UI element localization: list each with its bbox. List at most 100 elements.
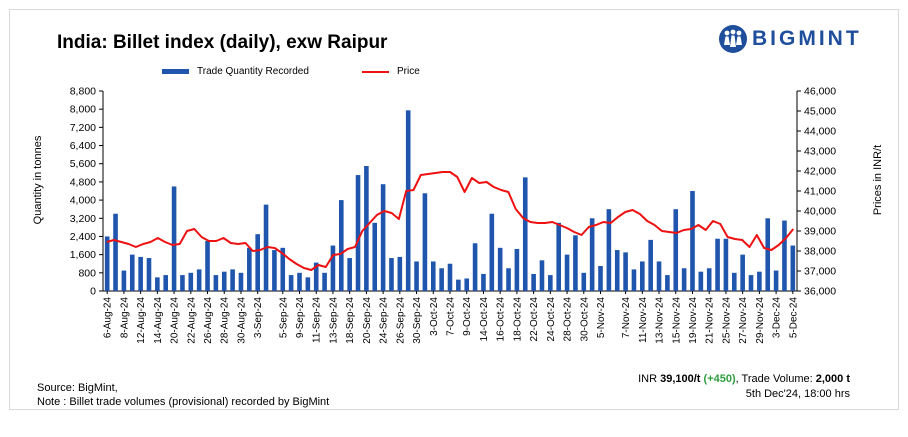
left-tick-label: 8,800 xyxy=(70,86,96,98)
x-tick-label: 29-Nov-24 xyxy=(755,297,766,344)
quantity-bar xyxy=(355,175,361,291)
quantity-bar xyxy=(656,261,662,291)
left-tick-label: 4,000 xyxy=(70,195,96,207)
quantity-bar xyxy=(606,209,612,291)
volume-prefix: , Trade Volume: xyxy=(735,373,816,385)
right-tick-label: 40,000 xyxy=(804,206,836,218)
quantity-bar xyxy=(514,248,520,291)
x-tick-label: 24-Sep-24 xyxy=(379,297,390,344)
right-tick-label: 39,000 xyxy=(804,226,836,238)
legend-line-swatch xyxy=(362,70,389,73)
right-tick-label: 37,000 xyxy=(804,266,836,278)
quantity-bar xyxy=(489,213,495,291)
x-tick-label: 16-Oct-24 xyxy=(496,297,507,342)
quantity-bar xyxy=(422,193,428,291)
quantity-bar xyxy=(313,262,319,291)
x-tick-label: 5-Dec-24 xyxy=(788,297,799,339)
quantity-bar xyxy=(280,247,286,291)
quantity-bar xyxy=(456,279,461,291)
x-tick-label: 20-Aug-24 xyxy=(170,297,181,344)
quantity-bar xyxy=(213,275,219,291)
quantity-bar xyxy=(731,272,737,291)
quantity-bar xyxy=(364,166,369,291)
quantity-bar xyxy=(556,222,561,291)
x-tick-label: 30-Sep-24 xyxy=(412,297,423,344)
x-tick-label: 24-Oct-24 xyxy=(546,297,557,342)
left-tick-label: 4,800 xyxy=(70,176,96,188)
quantity-bar xyxy=(464,278,470,291)
quantity-bar xyxy=(221,271,227,291)
quantity-bar xyxy=(564,254,570,291)
right-tick-label: 43,000 xyxy=(804,146,836,158)
quantity-bar xyxy=(414,261,419,291)
x-tick-label: 21-Nov-24 xyxy=(705,297,716,344)
x-tick-label: 12-Aug-24 xyxy=(136,297,147,344)
quantity-bar xyxy=(188,272,194,291)
right-tick-label: 41,000 xyxy=(804,186,836,198)
quantity-bar xyxy=(481,273,486,291)
chart-title: India: Billet index (daily), exw Raipur xyxy=(57,32,388,53)
x-tick-label: 15-Nov-24 xyxy=(671,297,682,344)
quantity-bar xyxy=(648,239,653,291)
x-tick-label: 14-Oct-24 xyxy=(479,297,490,342)
quantity-bar xyxy=(138,256,143,291)
right-tick-label: 42,000 xyxy=(804,166,836,178)
quantity-bar xyxy=(447,263,453,291)
quantity-bar xyxy=(171,186,177,291)
quantity-bar xyxy=(113,213,118,291)
x-tick-label: 6-Aug-24 xyxy=(103,297,114,339)
left-tick-label: 1,600 xyxy=(70,249,96,261)
quantity-bar xyxy=(196,269,202,291)
quantity-bar xyxy=(715,238,720,291)
quantity-bar xyxy=(163,275,169,291)
x-tick-label: 14-Aug-24 xyxy=(153,297,164,344)
quantity-bar xyxy=(330,245,336,291)
quantity-bar xyxy=(673,209,679,291)
x-tick-label: 28-Aug-24 xyxy=(220,297,231,344)
price-line xyxy=(106,171,795,271)
quantity-bar xyxy=(598,266,603,291)
source-text: Source: BigMint, xyxy=(37,382,118,394)
timestamp: 5th Dec'24, 18:00 hrs xyxy=(745,388,850,400)
quantity-bar xyxy=(698,271,704,291)
x-tick-label: 20-Sep-24 xyxy=(362,297,373,344)
quantity-bar xyxy=(539,260,545,291)
price-change: (+450) xyxy=(703,373,736,385)
right-tick-label: 44,000 xyxy=(804,126,836,138)
legend-bar-swatch xyxy=(162,69,189,74)
legend-bar-label: Trade Quantity Recorded xyxy=(197,66,309,77)
quantity-bar xyxy=(238,272,244,291)
quantity-bar xyxy=(297,272,302,291)
quantity-bar xyxy=(614,250,620,291)
footer-notes: Source: BigMint, Note : Billet trade vol… xyxy=(37,381,329,409)
quantity-bar xyxy=(522,177,528,291)
x-tick-label: 25-Nov-24 xyxy=(721,297,732,344)
quantity-bar xyxy=(430,261,436,291)
quantity-bar xyxy=(347,258,352,291)
x-tick-label: 3-Dec-24 xyxy=(772,297,783,339)
quantity-bar xyxy=(589,218,595,291)
left-tick-label: 3,200 xyxy=(70,213,96,225)
x-tick-label: 11-Sep-24 xyxy=(312,297,323,343)
quantity-bar xyxy=(380,184,386,291)
quantity-bar xyxy=(681,268,687,291)
quantity-bar xyxy=(205,241,210,291)
price-prefix: INR xyxy=(638,373,661,385)
quantity-bar xyxy=(623,252,628,291)
quantity-bar xyxy=(247,247,252,291)
quantity-bar xyxy=(765,218,771,291)
x-tick-label: 22-Aug-24 xyxy=(186,297,197,344)
x-tick-label: 26-Aug-24 xyxy=(203,297,214,344)
brand-name: BIGMINT xyxy=(752,27,862,50)
quantity-bar xyxy=(573,235,578,291)
x-tick-label: 22-Oct-24 xyxy=(529,297,540,342)
x-tick-label: 19-Nov-24 xyxy=(688,297,699,344)
left-tick-label: 8,000 xyxy=(70,104,96,116)
quantity-bar xyxy=(288,275,294,291)
x-tick-label: 30-Oct-24 xyxy=(579,297,590,342)
right-tick-label: 38,000 xyxy=(804,246,836,258)
x-tick-label: 18-Sep-24 xyxy=(345,297,356,344)
x-tick-label: 9-Sep-24 xyxy=(295,297,306,339)
quantity-bar xyxy=(531,273,536,291)
